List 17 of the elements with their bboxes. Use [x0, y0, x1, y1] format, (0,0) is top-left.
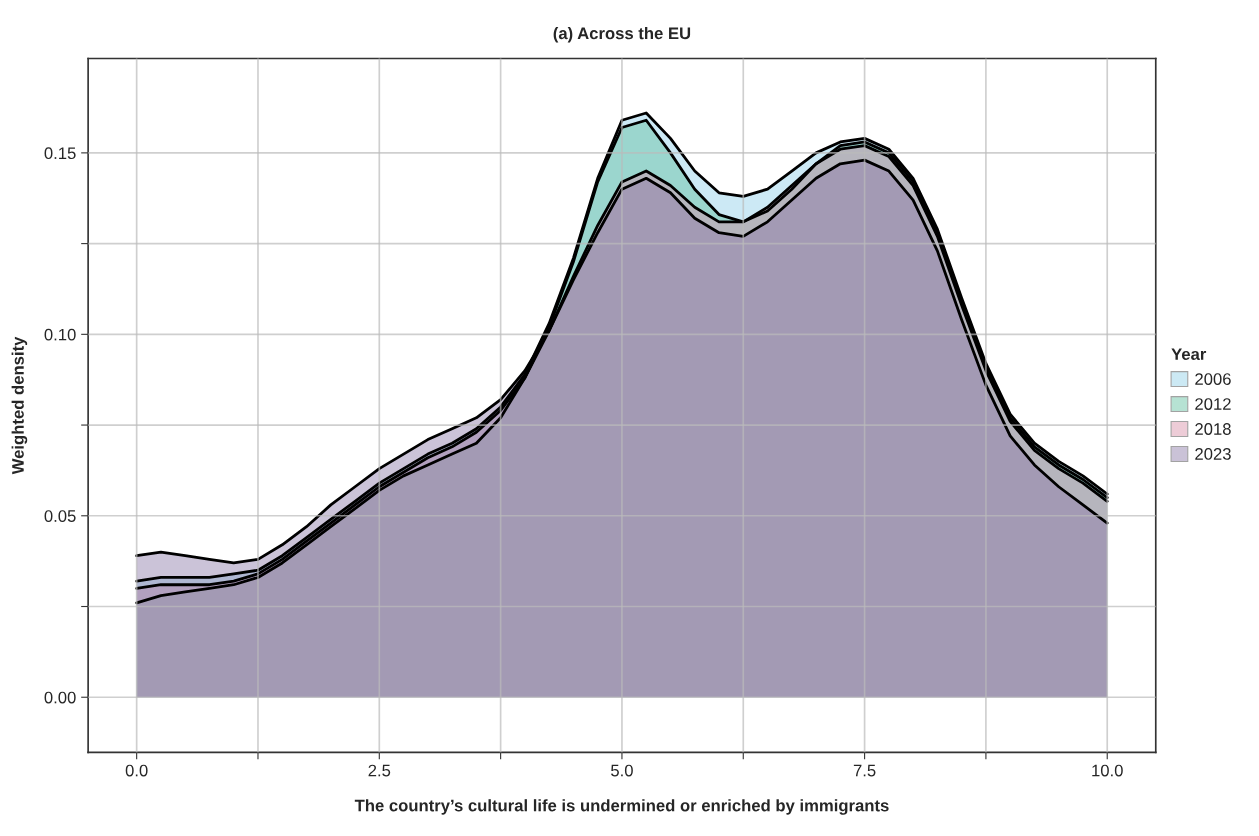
- y-tick-label: 0.05: [44, 510, 76, 522]
- legend-title: Year: [1171, 348, 1207, 361]
- x-tick-label: 10.0: [1092, 764, 1123, 777]
- y-tick-label: 0.15: [44, 147, 76, 160]
- y-axis-title: Weighted density: [11, 336, 28, 475]
- x-tick-label: 7.5: [853, 764, 876, 777]
- x-tick-label: 5.0: [611, 764, 633, 777]
- x-axis-title: The country’s cultural life is undermined or enriched by immigrants: [354, 799, 889, 815]
- legend-label: 2012: [1195, 398, 1231, 410]
- x-tick-label: 0.0: [125, 764, 148, 777]
- legend-label: 2023: [1195, 448, 1231, 460]
- y-tick-label: 0.00: [44, 691, 76, 704]
- legend-label: 2018: [1195, 423, 1231, 435]
- chart-title: (a) Across the EU: [553, 27, 691, 43]
- legend-label: 2006: [1195, 373, 1231, 385]
- x-tick-label: 2.5: [368, 764, 391, 777]
- y-tick-label: 0.10: [44, 328, 76, 341]
